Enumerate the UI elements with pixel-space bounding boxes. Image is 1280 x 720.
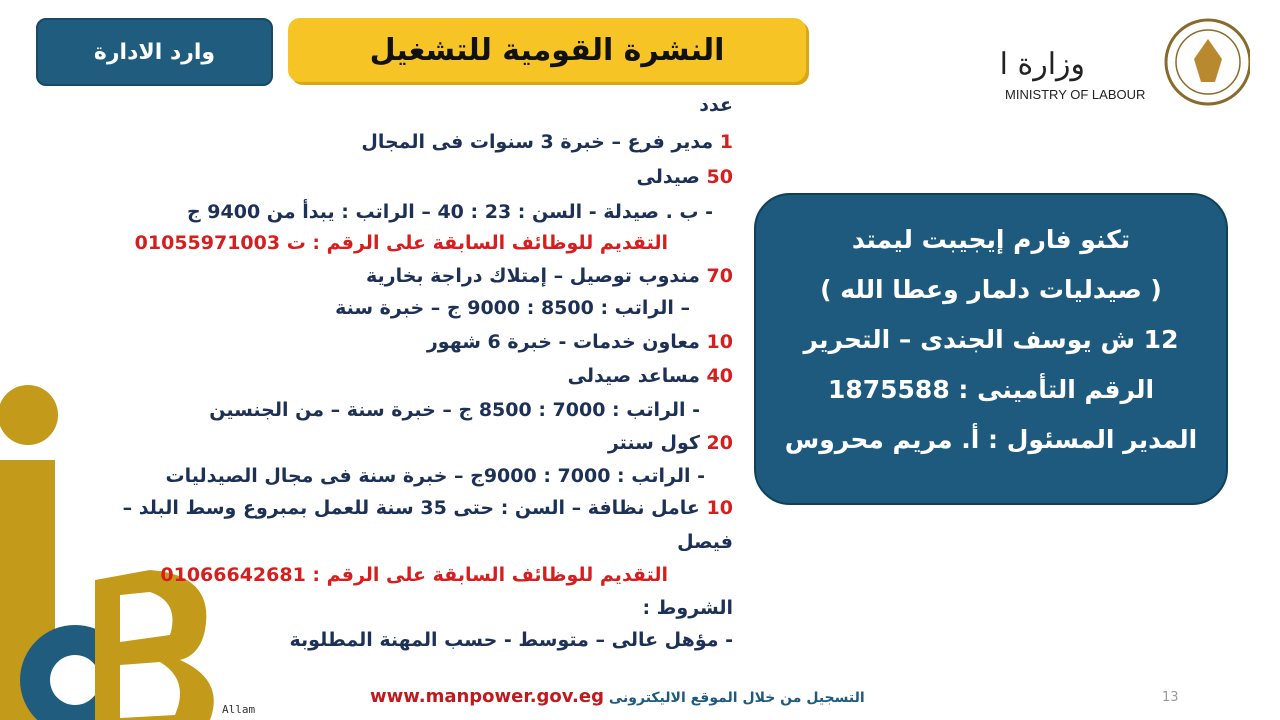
list-item: - مؤهل عالى – متوسط - حسب المهنة المطلوب…: [289, 629, 734, 651]
apply-phone-2: التقديم للوظائف السابقة على الرقم : 0106…: [160, 564, 668, 586]
footer-register: التسجيل من خلال الموقع الاليكترونى www.m…: [370, 686, 865, 707]
list-item: - الراتب : 7000 : 9000ج – خبرة سنة فى مج…: [165, 465, 705, 487]
company-info-box: تكنو فارم إيجيبت ليمتد ( صيدليات دلمار و…: [754, 193, 1228, 505]
conditions-heading: الشروط :: [642, 597, 733, 619]
list-item: 10 عامل نظافة – السن : حتى 35 سنة للعمل …: [122, 497, 733, 519]
eagle-emblem-icon: وزارة العمل MINISTRY OF LABOUR: [1000, 18, 1250, 106]
ministry-logo: وزارة العمل MINISTRY OF LABOUR: [1000, 14, 1250, 109]
responsible-manager: المدير المسئول : أ. مريم محروس: [784, 425, 1198, 454]
list-item: 70 مندوب توصيل – إمتلاك دراجة بخارية: [365, 265, 733, 287]
company-address: 12 ش يوسف الجندى – التحرير: [803, 325, 1179, 354]
logo-arabic: وزارة العمل: [1000, 47, 1085, 82]
list-item: 50 صيدلى: [636, 166, 733, 188]
list-item: 20 كول سنتر: [607, 432, 733, 454]
list-item: فيصل: [677, 531, 733, 553]
jobs-heading: عدد: [699, 94, 733, 116]
logo-english: MINISTRY OF LABOUR: [1005, 87, 1145, 102]
list-item: 1 مدير فرع – خبرة 3 سنوات فى المجال: [361, 131, 733, 153]
list-item: – الراتب : 8500 : 9000 ج – خبرة سنة: [335, 297, 690, 319]
department-label: وارد الادارة: [36, 18, 273, 86]
insurance-number: الرقم التأمينى : 1875588: [827, 375, 1155, 404]
list-item: - ب . صيدلة - السن : 23 : 40 – الراتب : …: [186, 201, 713, 223]
signature: Allam: [222, 703, 256, 716]
register-text: التسجيل من خلال الموقع الاليكترونى: [608, 690, 865, 706]
list-item: 10 معاون خدمات - خبرة 6 شهور: [426, 331, 733, 353]
apply-phone-1: التقديم للوظائف السابقة على الرقم : ت 01…: [134, 232, 668, 254]
list-item: - الراتب : 7000 : 8500 ج – خبرة سنة – من…: [209, 399, 700, 421]
page-title: النشرة القومية للتشغيل: [288, 18, 806, 82]
page-number: 13: [1162, 690, 1179, 705]
company-brands: ( صيدليات دلمار وعطا الله ): [820, 275, 1162, 304]
list-item: 40 مساعد صيدلى: [567, 365, 733, 387]
company-name: تكنو فارم إيجيبت ليمتد: [851, 225, 1131, 254]
website-link[interactable]: www.manpower.gov.eg: [370, 686, 604, 707]
watermark-logo-icon: [0, 385, 214, 720]
